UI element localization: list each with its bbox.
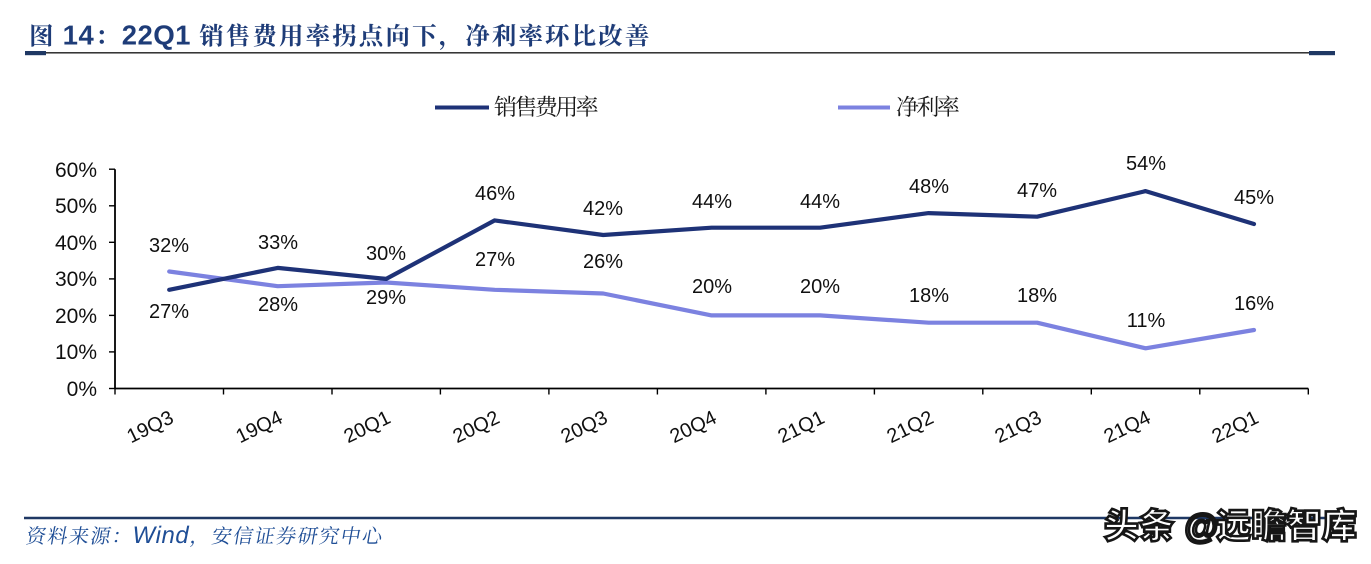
svg-text:45%: 45% [1234, 187, 1274, 209]
svg-text:16%: 16% [1234, 293, 1274, 315]
svg-text:54%: 54% [1126, 153, 1166, 175]
svg-text:27%: 27% [149, 301, 189, 323]
svg-text:27%: 27% [475, 249, 515, 271]
svg-text:30%: 30% [55, 268, 97, 291]
svg-text:18%: 18% [909, 285, 949, 307]
svg-text:11%: 11% [1127, 310, 1166, 332]
svg-text:48%: 48% [909, 176, 949, 198]
svg-text:26%: 26% [583, 251, 623, 273]
svg-text:60%: 60% [55, 159, 97, 182]
svg-text:33%: 33% [258, 232, 298, 254]
svg-text:44%: 44% [800, 191, 840, 213]
svg-text:28%: 28% [258, 294, 298, 316]
svg-text:20%: 20% [55, 305, 97, 328]
svg-text:46%: 46% [475, 183, 515, 205]
svg-text:40%: 40% [55, 232, 97, 255]
svg-text:0%: 0% [67, 378, 97, 401]
svg-text:30%: 30% [366, 243, 406, 265]
svg-text:50%: 50% [55, 195, 97, 218]
svg-text:32%: 32% [149, 235, 189, 257]
svg-text:20%: 20% [692, 276, 732, 298]
svg-text:10%: 10% [55, 341, 97, 364]
svg-text:47%: 47% [1017, 180, 1057, 202]
svg-text:20%: 20% [800, 276, 840, 298]
svg-text:18%: 18% [1017, 285, 1057, 307]
svg-text:42%: 42% [583, 198, 623, 220]
svg-text:44%: 44% [692, 191, 732, 213]
svg-text:29%: 29% [366, 287, 406, 309]
